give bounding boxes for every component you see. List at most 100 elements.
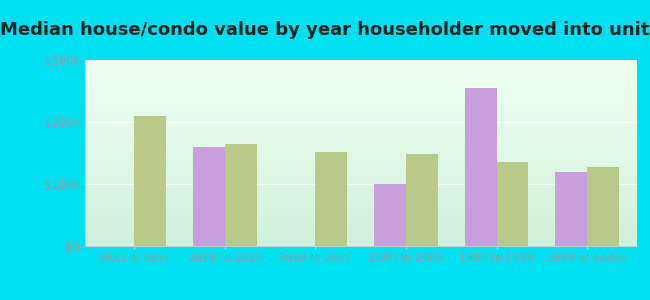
- Bar: [84, 216, 637, 218]
- Bar: [84, 95, 637, 97]
- Bar: [225, 144, 257, 246]
- Bar: [84, 71, 637, 73]
- Bar: [84, 131, 637, 133]
- Bar: [84, 103, 637, 105]
- Bar: [84, 159, 637, 161]
- Bar: [84, 235, 637, 237]
- Bar: [84, 84, 637, 86]
- Bar: [84, 92, 637, 94]
- Bar: [84, 119, 637, 122]
- Bar: [84, 144, 637, 146]
- Bar: [84, 101, 637, 103]
- Bar: [84, 88, 637, 90]
- Bar: [84, 79, 637, 80]
- Bar: [84, 133, 637, 134]
- Bar: [84, 229, 637, 231]
- Bar: [84, 142, 637, 144]
- Bar: [84, 153, 637, 155]
- Bar: [84, 164, 637, 166]
- Bar: [465, 88, 497, 246]
- Bar: [84, 240, 637, 242]
- Bar: [84, 140, 637, 142]
- Bar: [84, 64, 637, 66]
- Bar: [84, 220, 637, 222]
- Bar: [84, 90, 637, 92]
- Bar: [84, 110, 637, 112]
- Bar: [84, 68, 637, 69]
- Bar: [84, 172, 637, 173]
- Bar: [84, 212, 637, 214]
- Bar: [84, 194, 637, 196]
- Bar: [84, 97, 637, 99]
- Bar: [84, 183, 637, 184]
- Bar: [84, 196, 637, 198]
- Bar: [84, 162, 637, 164]
- Bar: [84, 224, 637, 226]
- Bar: [84, 69, 637, 71]
- Bar: [84, 62, 637, 64]
- Bar: [84, 233, 637, 235]
- Bar: [84, 173, 637, 175]
- Bar: [406, 154, 437, 246]
- Bar: [497, 162, 528, 246]
- Bar: [84, 205, 637, 207]
- Bar: [84, 184, 637, 187]
- Bar: [84, 77, 637, 79]
- Bar: [84, 147, 637, 149]
- Bar: [84, 60, 637, 62]
- Bar: [84, 116, 637, 118]
- Bar: [84, 198, 637, 200]
- Bar: [84, 214, 637, 216]
- Bar: [84, 179, 637, 181]
- Bar: [84, 75, 637, 77]
- Bar: [84, 86, 637, 88]
- Bar: [84, 106, 637, 108]
- Bar: [84, 200, 637, 201]
- Bar: [84, 170, 637, 172]
- Bar: [84, 209, 637, 211]
- Bar: [84, 222, 637, 224]
- Bar: [84, 108, 637, 110]
- Bar: [84, 203, 637, 205]
- Bar: [84, 242, 637, 244]
- Bar: [374, 184, 406, 246]
- Bar: [84, 211, 637, 212]
- Bar: [84, 105, 637, 106]
- Bar: [587, 167, 619, 246]
- Bar: [84, 166, 637, 168]
- Bar: [84, 192, 637, 194]
- Bar: [84, 226, 637, 227]
- Bar: [84, 187, 637, 188]
- Bar: [84, 123, 637, 125]
- Bar: [84, 188, 637, 190]
- Bar: [84, 181, 637, 183]
- Bar: [84, 129, 637, 131]
- Bar: [84, 127, 637, 129]
- Bar: [84, 66, 637, 68]
- Bar: [84, 155, 637, 157]
- Bar: [84, 112, 637, 114]
- Bar: [84, 160, 637, 162]
- Bar: [84, 237, 637, 239]
- Bar: [84, 231, 637, 233]
- Bar: [84, 238, 637, 240]
- Bar: [84, 146, 637, 147]
- Bar: [556, 172, 587, 246]
- Bar: [84, 207, 637, 209]
- Bar: [84, 118, 637, 119]
- Text: Median house/condo value by year householder moved into unit: Median house/condo value by year househo…: [0, 21, 650, 39]
- Bar: [84, 157, 637, 159]
- Bar: [84, 227, 637, 229]
- Bar: [84, 138, 637, 140]
- Bar: [135, 116, 166, 246]
- Bar: [315, 152, 347, 246]
- Bar: [84, 151, 637, 153]
- Bar: [84, 177, 637, 179]
- Bar: [84, 201, 637, 203]
- Bar: [84, 125, 637, 127]
- Bar: [84, 175, 637, 177]
- Bar: [84, 149, 637, 151]
- Bar: [84, 190, 637, 192]
- Bar: [84, 244, 637, 246]
- Bar: [84, 82, 637, 84]
